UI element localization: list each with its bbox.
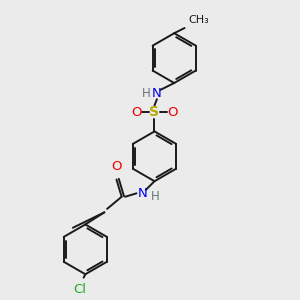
Text: S: S — [149, 105, 160, 119]
Text: H: H — [151, 190, 160, 202]
Text: CH₃: CH₃ — [188, 15, 209, 25]
Text: O: O — [111, 160, 122, 173]
Text: N: N — [137, 187, 147, 200]
Text: O: O — [167, 106, 178, 119]
Text: O: O — [131, 106, 142, 119]
Text: H: H — [142, 87, 151, 100]
Text: Cl: Cl — [74, 283, 87, 296]
Text: N: N — [152, 87, 162, 100]
